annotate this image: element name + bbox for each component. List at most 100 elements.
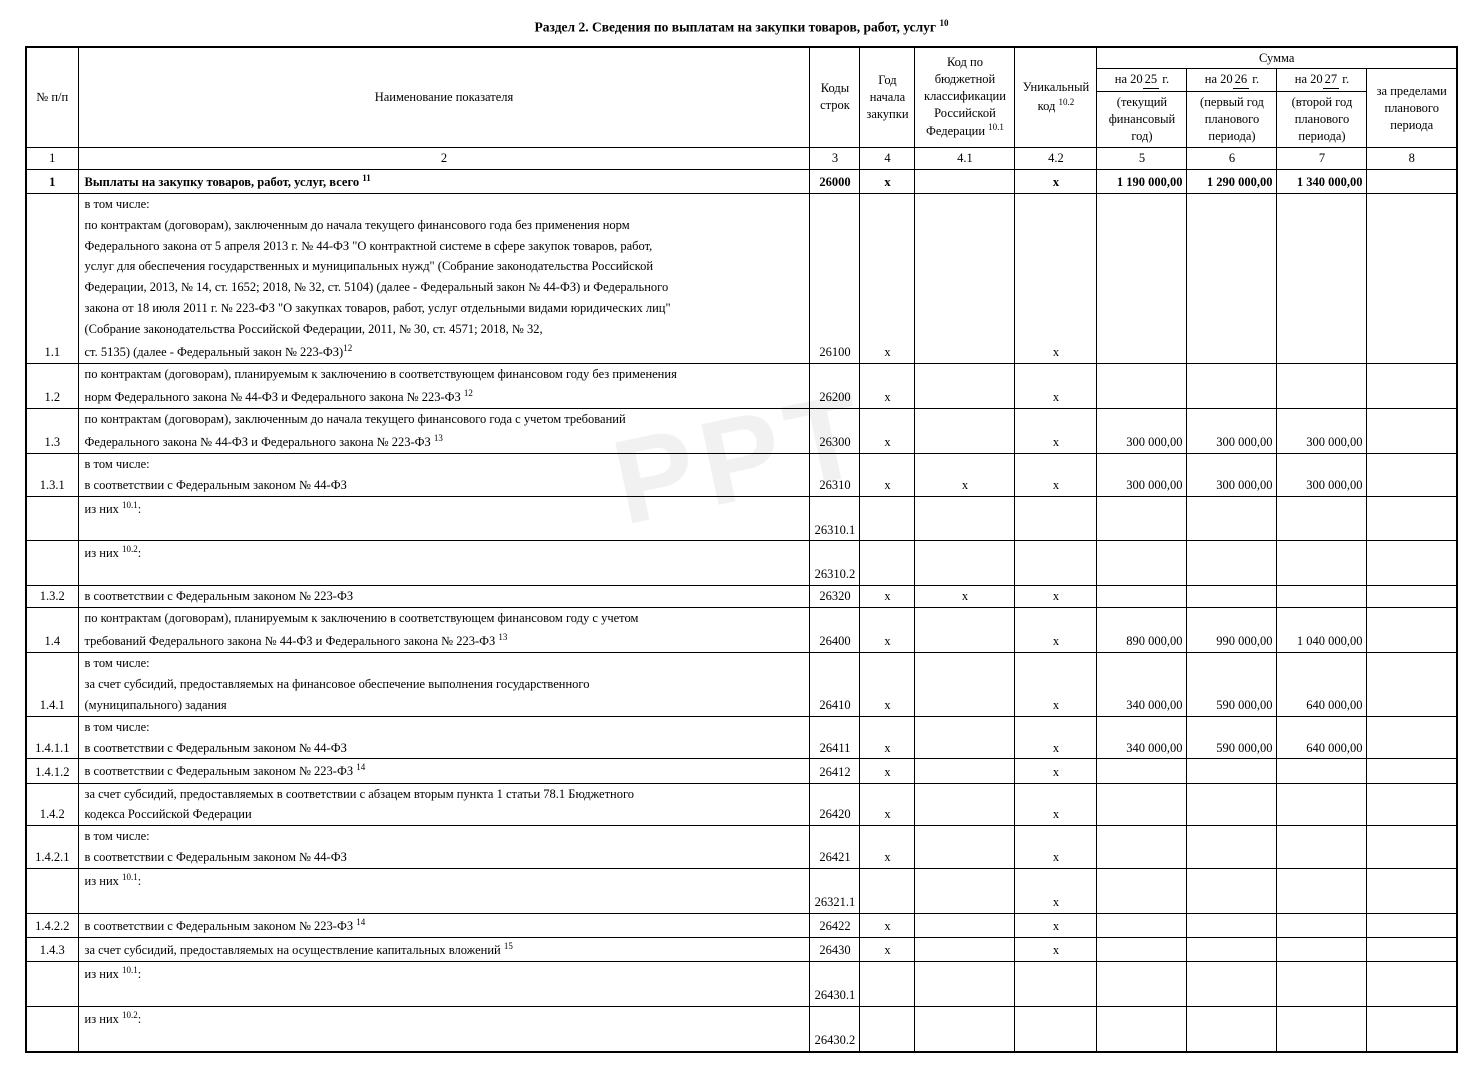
cell	[26, 363, 78, 384]
cell: х	[860, 475, 915, 496]
cell	[915, 1006, 1015, 1030]
cell	[1015, 319, 1097, 340]
cell	[1097, 804, 1187, 825]
cell: 26200	[810, 385, 860, 409]
cell	[1097, 564, 1187, 585]
cell: требований Федерального закона № 44-ФЗ и…	[78, 629, 810, 653]
table-row: в том числе:	[26, 193, 1457, 214]
cell	[1367, 541, 1457, 565]
cell	[1187, 653, 1277, 674]
cn3: 3	[810, 147, 860, 169]
cell	[1277, 319, 1367, 340]
hdr-name: Наименование показателя	[78, 47, 810, 148]
cell	[78, 564, 810, 585]
cell: х	[860, 340, 915, 364]
cell	[1367, 319, 1457, 340]
cell	[1097, 937, 1187, 961]
cell	[810, 193, 860, 214]
cell	[1277, 961, 1367, 985]
cell	[810, 674, 860, 695]
cell	[915, 608, 1015, 629]
cell	[915, 847, 1015, 868]
table-row: 1.4.1.2в соответствии с Федеральным зако…	[26, 759, 1457, 783]
cell: х	[860, 629, 915, 653]
cell	[1187, 847, 1277, 868]
cell	[860, 193, 915, 214]
cell	[1277, 340, 1367, 364]
cell: 1.3.1	[26, 475, 78, 496]
cell	[1097, 674, 1187, 695]
cell: 26412	[810, 759, 860, 783]
cell	[26, 608, 78, 629]
cell	[1187, 340, 1277, 364]
cell	[78, 520, 810, 541]
cell	[1015, 277, 1097, 298]
cn6: 6	[1187, 147, 1277, 169]
cell	[915, 340, 1015, 364]
cell	[1187, 408, 1277, 429]
cell: х	[1015, 586, 1097, 608]
cell	[915, 869, 1015, 893]
cell: х	[860, 169, 915, 193]
cell: Федерального закона от 5 апреля 2013 г. …	[78, 236, 810, 257]
cell	[915, 913, 1015, 937]
cell	[860, 541, 915, 565]
cn5: 5	[1097, 147, 1187, 169]
cell: 26310	[810, 475, 860, 496]
cell	[26, 496, 78, 520]
cell	[1277, 892, 1367, 913]
hdr-ext: за пределамиплановогопериода	[1367, 69, 1457, 148]
table-row: 1.4.1.1в соответствии с Федеральным зако…	[26, 738, 1457, 759]
cell	[26, 236, 78, 257]
cell	[915, 1030, 1015, 1052]
cell	[1367, 236, 1457, 257]
table-row: по контрактам (договорам), планируемым к…	[26, 608, 1457, 629]
cell	[1367, 256, 1457, 277]
cell	[810, 408, 860, 429]
table-row: за счет субсидий, предоставляемых на фин…	[26, 674, 1457, 695]
cell	[1187, 363, 1277, 384]
table-row: Федерации, 2013, № 14, ст. 1652; 2018, №…	[26, 277, 1457, 298]
cell	[1367, 1006, 1457, 1030]
cell	[1367, 869, 1457, 893]
cell: в том числе:	[78, 193, 810, 214]
cell	[915, 804, 1015, 825]
cell	[1277, 804, 1367, 825]
cell	[1367, 564, 1457, 585]
cell: из них 10.2:	[78, 1006, 810, 1030]
cell	[1187, 804, 1277, 825]
cell	[1277, 298, 1367, 319]
cell	[1187, 496, 1277, 520]
cell	[1277, 520, 1367, 541]
cell	[26, 408, 78, 429]
cell	[1015, 215, 1097, 236]
cell	[915, 385, 1015, 409]
cell	[1367, 363, 1457, 384]
cell	[26, 892, 78, 913]
section-title: Раздел 2. Сведения по выплатам на закупк…	[25, 18, 1458, 36]
cell	[915, 236, 1015, 257]
cell	[1277, 913, 1367, 937]
cell	[26, 1006, 78, 1030]
cell	[1367, 892, 1457, 913]
cell	[1187, 215, 1277, 236]
cell: х	[860, 385, 915, 409]
cell	[1097, 340, 1187, 364]
cell	[1187, 385, 1277, 409]
cell	[1187, 541, 1277, 565]
table-row: по контрактам (договорам), заключенным д…	[26, 408, 1457, 429]
cell	[810, 783, 860, 804]
hdr-y2-top: на 2026 г.	[1187, 69, 1277, 92]
cell: 26300	[810, 430, 860, 454]
cell	[1187, 892, 1277, 913]
cell	[810, 541, 860, 565]
cell: х	[860, 759, 915, 783]
cell	[1187, 319, 1277, 340]
cell: в том числе:	[78, 716, 810, 737]
cell	[26, 716, 78, 737]
cell	[810, 608, 860, 629]
cell	[860, 363, 915, 384]
cell: 26430.1	[810, 985, 860, 1006]
cn41: 4.1	[915, 147, 1015, 169]
cell: 340 000,00	[1097, 738, 1187, 759]
